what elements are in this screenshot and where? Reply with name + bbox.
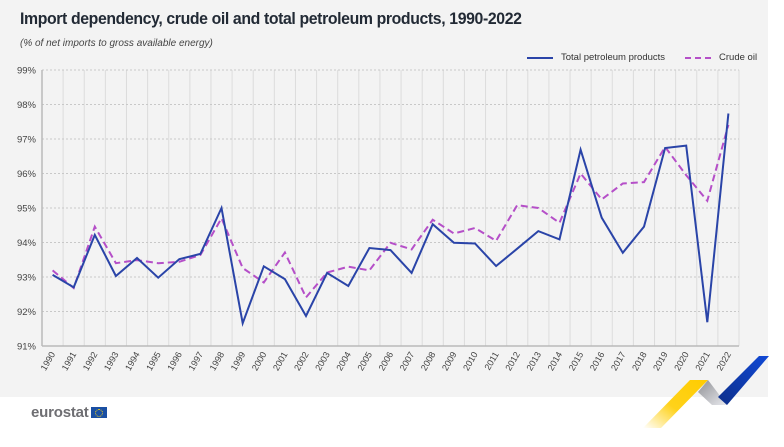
chart-panel xyxy=(0,0,768,397)
y-tick-label: 97% xyxy=(17,135,37,146)
y-tick-label: 99% xyxy=(17,66,37,77)
y-tick-label: 94% xyxy=(17,238,37,249)
ribbon-yellow xyxy=(643,380,708,428)
y-tick-label: 98% xyxy=(17,100,37,111)
eurostat-wordmark: eurostat xyxy=(31,404,89,421)
y-tick-label: 92% xyxy=(17,307,37,318)
legend-swatch-solid xyxy=(527,56,553,59)
series-line-total-petroleum xyxy=(52,113,730,327)
legend: Total petroleum products Crude oil xyxy=(527,52,777,63)
legend-swatch-dashed xyxy=(685,56,712,59)
y-tick-label: 93% xyxy=(17,273,37,284)
ribbon-gray xyxy=(698,380,727,405)
y-tick-label: 96% xyxy=(17,169,37,180)
chart-subtitle: (% of net imports to gross available ene… xyxy=(20,38,213,49)
y-tick-label: 91% xyxy=(17,342,37,353)
legend-label: Total petroleum products xyxy=(561,52,666,63)
series-line-crude-oil xyxy=(51,124,730,300)
ribbon-blue xyxy=(718,356,769,405)
chart-title: Import dependency, crude oil and total p… xyxy=(20,9,522,28)
legend-item-total-petroleum[interactable]: Total petroleum products xyxy=(527,52,665,63)
y-tick-label: 95% xyxy=(17,204,37,215)
legend-label: Crude oil xyxy=(719,52,758,63)
legend-item-crude-oil[interactable]: Crude oil xyxy=(685,52,757,63)
eu-flag-icon xyxy=(90,407,107,418)
eurostat-logo[interactable]: eurostat xyxy=(31,404,107,421)
